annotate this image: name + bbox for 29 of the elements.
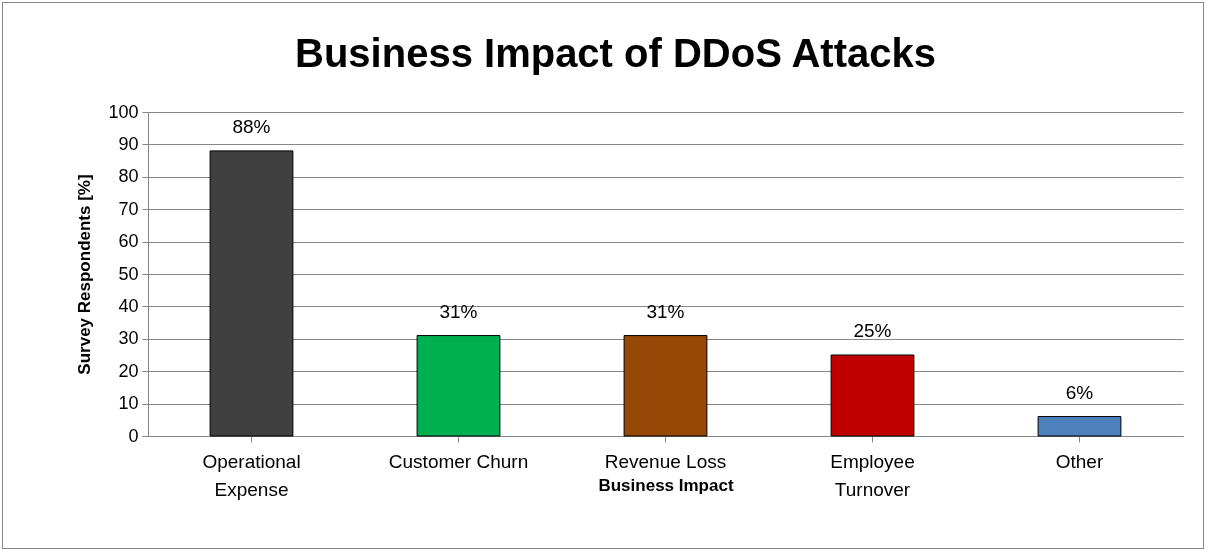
- chart-title: Business Impact of DDoS Attacks: [295, 31, 936, 75]
- bar: [1037, 416, 1122, 437]
- x-tick-label: Other: [1055, 450, 1104, 472]
- y-tick-label: 0: [128, 425, 139, 446]
- x-tick-label: Employee Turnover: [830, 450, 915, 500]
- y-tick-label: 90: [118, 133, 139, 154]
- data-label: 25%: [853, 320, 892, 341]
- y-axis-title: Survey Respondents [%]: [75, 174, 95, 375]
- y-tick-label: 10: [118, 393, 139, 414]
- x-axis-title: Business Impact: [598, 475, 734, 495]
- y-tick-label: 20: [118, 360, 139, 381]
- y-tick-label: 30: [118, 328, 139, 349]
- y-tick-label: 80: [118, 166, 139, 187]
- x-tick-label: Customer Churn: [388, 450, 529, 472]
- bar: [623, 335, 708, 437]
- bar: [209, 150, 294, 437]
- x-tick-label: Operational Expense: [202, 450, 301, 500]
- y-tick-label: 100: [108, 101, 139, 122]
- y-tick-label: 40: [118, 295, 139, 316]
- bar: [416, 335, 501, 437]
- data-label: 6%: [1065, 381, 1094, 403]
- data-label: 31%: [646, 300, 685, 322]
- data-label: 88%: [232, 115, 271, 137]
- bar: [830, 354, 915, 437]
- y-tick-label: 50: [118, 263, 139, 284]
- y-tick-label: 60: [118, 231, 139, 252]
- x-tick-label: Revenue Loss: [604, 450, 727, 472]
- y-tick-label: 70: [118, 198, 139, 219]
- data-label: 31%: [439, 300, 478, 322]
